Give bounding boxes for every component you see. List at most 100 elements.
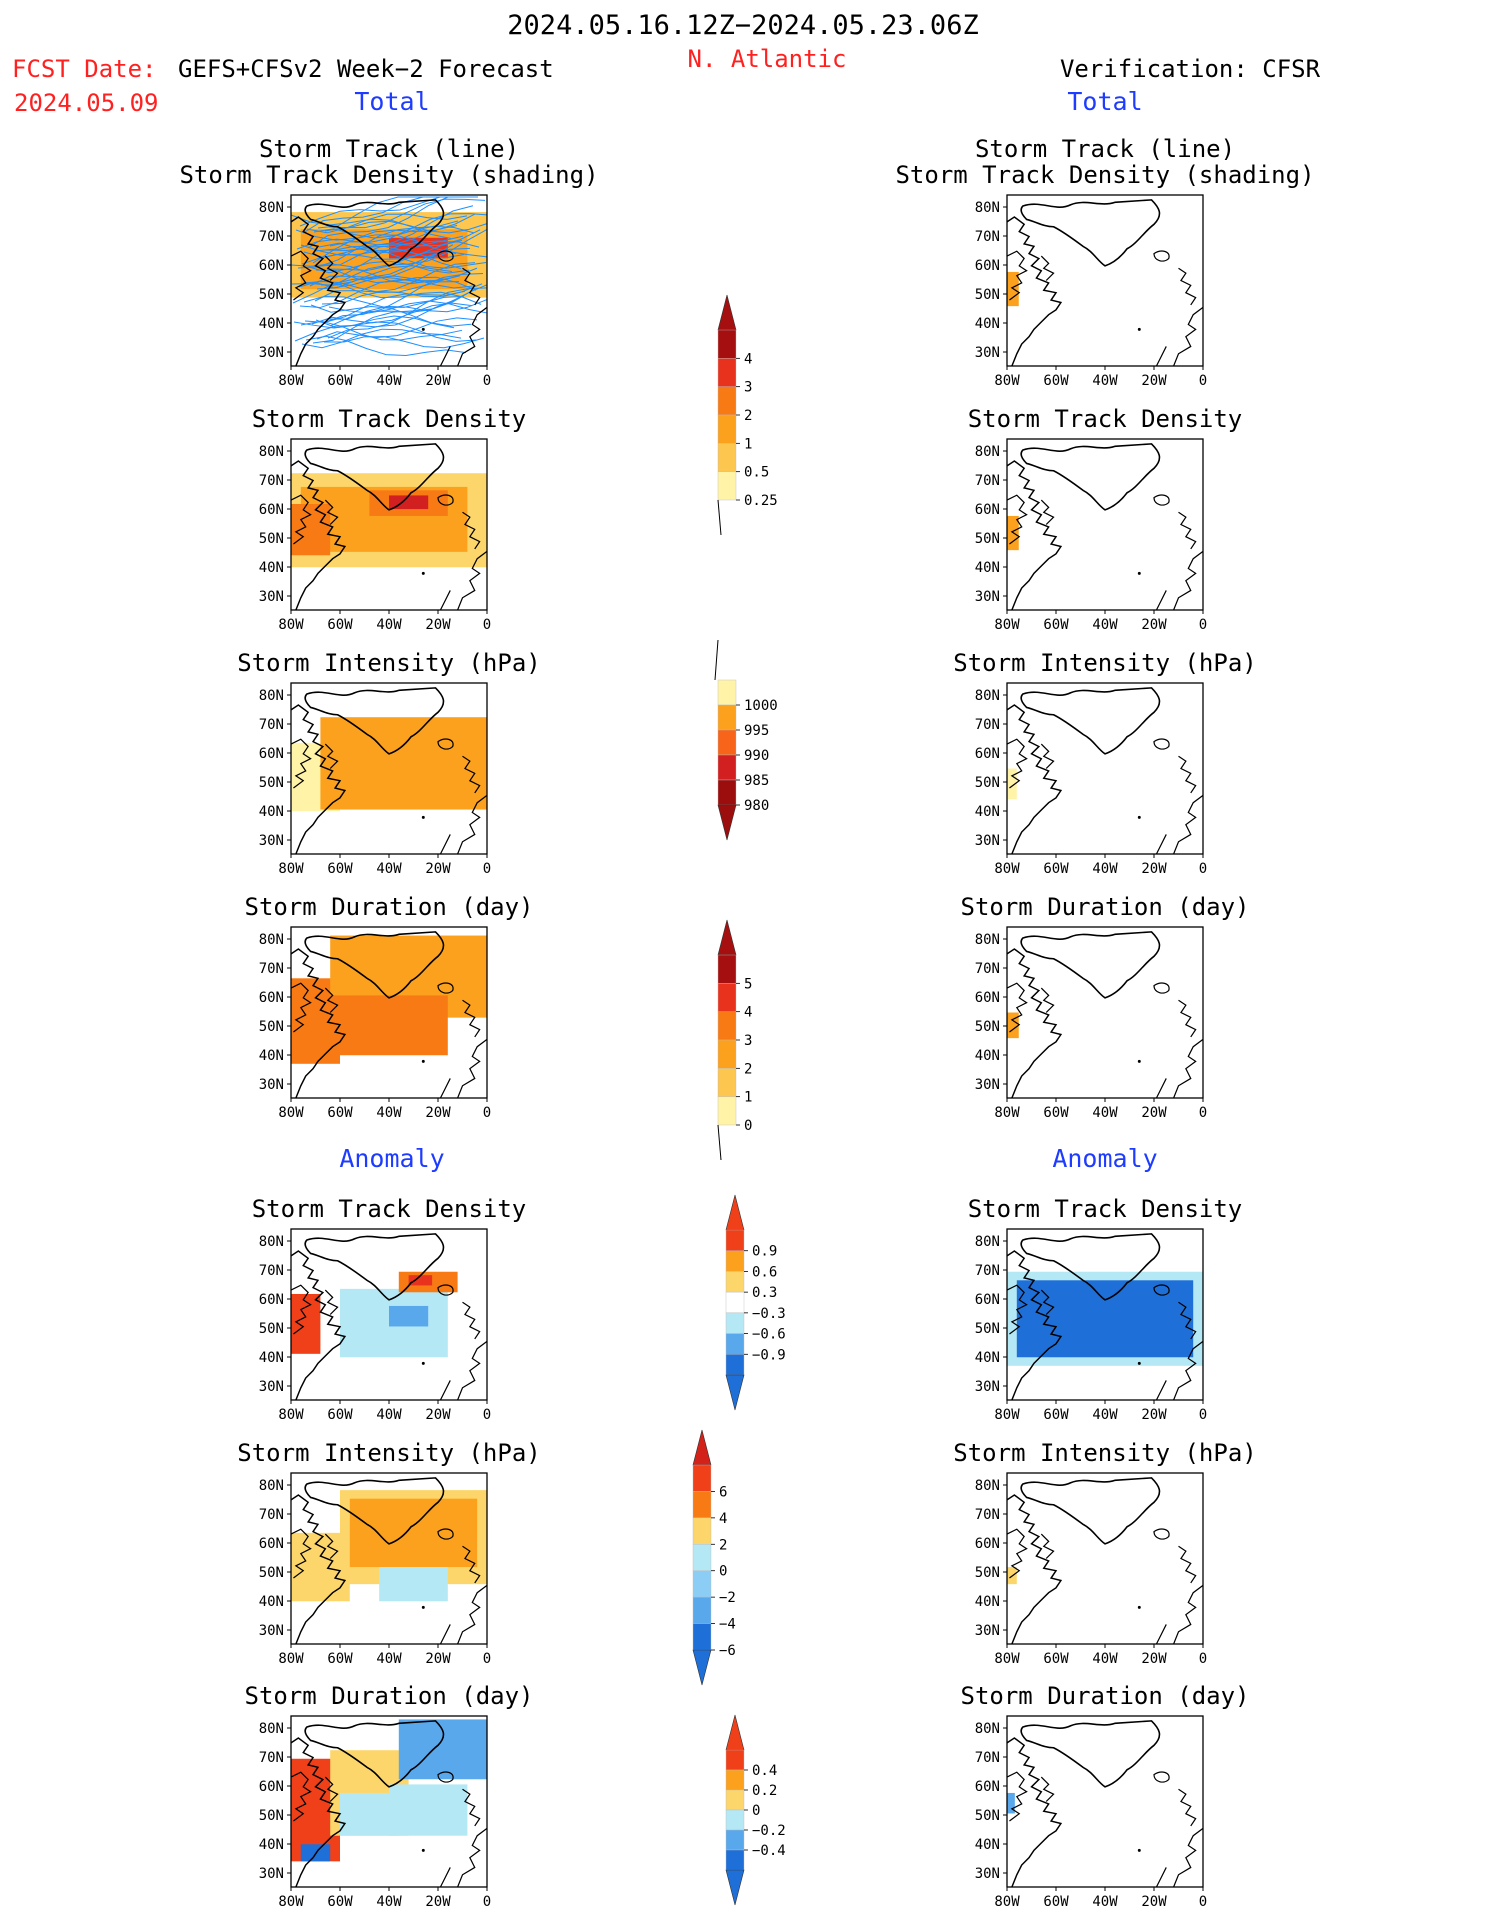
colorbar-segment xyxy=(717,471,737,501)
colorbar-label: 980 xyxy=(744,798,769,814)
panel-title: Storm Track Density xyxy=(252,405,527,433)
panel-title: Storm Intensity (hPa) xyxy=(237,1439,540,1467)
lon-tick-label: 80W xyxy=(994,373,1020,389)
colorbar-label: 0.6 xyxy=(752,1264,777,1280)
lat-tick-label: 50N xyxy=(975,1808,1000,1824)
colorbar-label: −4 xyxy=(719,1617,736,1633)
map-panel-verification-4: Storm Track Density 80N 70N 60N 50N 40N 30N 80W… xyxy=(968,1195,1243,1423)
lat-tick-label: 50N xyxy=(259,531,284,547)
intensity-anomaly-colorbar: 6 4 2 0 −2 −4 −6 xyxy=(692,1429,736,1686)
colorbar-label: −0.4 xyxy=(752,1843,786,1859)
map-panel-verification-0: Storm Track (line)Storm Track Density (s… xyxy=(895,135,1314,389)
lat-tick-label: 50N xyxy=(975,287,1000,303)
lon-tick-label: 40W xyxy=(376,373,402,389)
colorbar-label: 4 xyxy=(744,1005,752,1021)
colorbar-label: 5 xyxy=(744,976,752,992)
colorbar-segment xyxy=(692,1623,712,1651)
map-frame xyxy=(1006,194,1204,367)
lat-tick-label: 80N xyxy=(259,200,284,216)
shaded-cell xyxy=(1007,1012,1019,1039)
map-frame xyxy=(1006,1472,1204,1645)
colorbar-segment xyxy=(725,1849,745,1871)
colorbar-label: 1000 xyxy=(744,698,778,714)
lon-tick-label: 80W xyxy=(278,1105,304,1121)
map-panel-verification-1: Storm Track Density 80N 70N 60N 50N 40N 30N 80W… xyxy=(968,405,1243,633)
colorbar-arrow-top xyxy=(717,919,737,956)
lon-tick-label: 60W xyxy=(327,1407,353,1423)
map-panel-verification-6: Storm Duration (day) 80N 70N 60N 50N 40N 30N 80… xyxy=(961,1682,1250,1910)
lon-tick-label: 20W xyxy=(1141,1407,1167,1423)
lat-tick-label: 50N xyxy=(975,1565,1000,1581)
lat-tick-label: 60N xyxy=(259,1779,284,1795)
colorbar-label: 4 xyxy=(744,351,752,367)
lat-tick-label: 70N xyxy=(975,473,1000,489)
lat-tick-label: 70N xyxy=(975,1263,1000,1279)
lon-tick-label: 60W xyxy=(327,1894,353,1910)
colorbar-label: 0.5 xyxy=(744,465,769,481)
lat-tick-label: 40N xyxy=(975,1837,1000,1853)
coastline xyxy=(1006,1720,1204,1888)
colorbar-segment xyxy=(717,414,737,444)
lat-tick-label: 80N xyxy=(259,1234,284,1250)
lat-tick-label: 30N xyxy=(975,589,1000,605)
lon-tick-label: 80W xyxy=(278,1407,304,1423)
map-frame xyxy=(1006,682,1204,855)
lon-tick-label: 0 xyxy=(1199,1105,1207,1121)
lat-tick-label: 80N xyxy=(975,200,1000,216)
lon-tick-label: 60W xyxy=(327,617,353,633)
colorbar-label: 0 xyxy=(752,1803,760,1819)
lat-tick-label: 60N xyxy=(975,258,1000,274)
lon-tick-label: 80W xyxy=(994,617,1020,633)
lon-tick-label: 0 xyxy=(483,617,491,633)
fcst-model-label: GEFS+CFSv2 Week−2 Forecast xyxy=(178,55,554,83)
colorbar-label: 2 xyxy=(719,1537,727,1553)
lat-tick-label: 50N xyxy=(259,1565,284,1581)
region-label: N. Atlantic xyxy=(688,45,847,73)
lat-tick-label: 50N xyxy=(259,287,284,303)
lon-tick-label: 80W xyxy=(994,861,1020,877)
colorbar-label: −6 xyxy=(719,1643,736,1659)
lon-tick-label: 20W xyxy=(1141,617,1167,633)
lon-tick-label: 60W xyxy=(1043,617,1069,633)
colorbar-segment xyxy=(725,1789,745,1811)
colorbar-label: 0.2 xyxy=(752,1783,777,1799)
lon-tick-label: 40W xyxy=(376,617,402,633)
panel-title: Storm Intensity (hPa) xyxy=(953,649,1256,677)
lat-tick-label: 50N xyxy=(975,775,1000,791)
lat-tick-label: 50N xyxy=(259,775,284,791)
lon-tick-label: 40W xyxy=(1092,1407,1118,1423)
colorbar-segment xyxy=(725,1749,745,1771)
lon-tick-label: 40W xyxy=(1092,1105,1118,1121)
colorbar-arrow-top xyxy=(692,1429,712,1466)
shaded-cell xyxy=(1007,768,1017,800)
colorbar-arrow-bottom xyxy=(725,1374,745,1411)
panel-title: Storm Duration (day) xyxy=(245,1682,534,1710)
lat-tick-label: 80N xyxy=(975,444,1000,460)
colorbar-arrow-top xyxy=(717,294,737,331)
panel-title: Storm Track (line) xyxy=(259,135,519,163)
colorbar-segment xyxy=(692,1491,712,1519)
lat-tick-label: 80N xyxy=(975,1721,1000,1737)
colorbar-segment xyxy=(717,329,737,359)
colorbar-segment xyxy=(725,1769,745,1791)
lon-tick-label: 0 xyxy=(483,1407,491,1423)
shaded-cell xyxy=(1016,1280,1194,1358)
lon-tick-label: 40W xyxy=(376,861,402,877)
lat-tick-label: 70N xyxy=(259,961,284,977)
lon-tick-label: 60W xyxy=(327,861,353,877)
coastline xyxy=(1006,199,1204,367)
lat-tick-label: 40N xyxy=(975,1350,1000,1366)
map-panel-forecast-6: Storm Duration (day) 80N 70N 60N 50N 40N 30N 80… xyxy=(245,1682,534,1910)
map-panel-verification-5: Storm Intensity (hPa) 80N 70N 60N 50N 40N 30N 8… xyxy=(953,1439,1256,1667)
duration-anomaly-colorbar: 0.4 0.2 0 −0.2 −0.4 xyxy=(725,1714,786,1906)
lat-tick-label: 40N xyxy=(975,1048,1000,1064)
lat-tick-label: 60N xyxy=(259,1536,284,1552)
lat-tick-label: 40N xyxy=(975,560,1000,576)
shaded-cell xyxy=(408,1275,433,1286)
lat-tick-label: 60N xyxy=(259,502,284,518)
panel-title: Storm Intensity (hPa) xyxy=(953,1439,1256,1467)
lon-tick-label: 80W xyxy=(994,1894,1020,1910)
lon-tick-label: 0 xyxy=(1199,861,1207,877)
lon-tick-label: 20W xyxy=(425,617,451,633)
shaded-cell xyxy=(1007,1792,1015,1814)
